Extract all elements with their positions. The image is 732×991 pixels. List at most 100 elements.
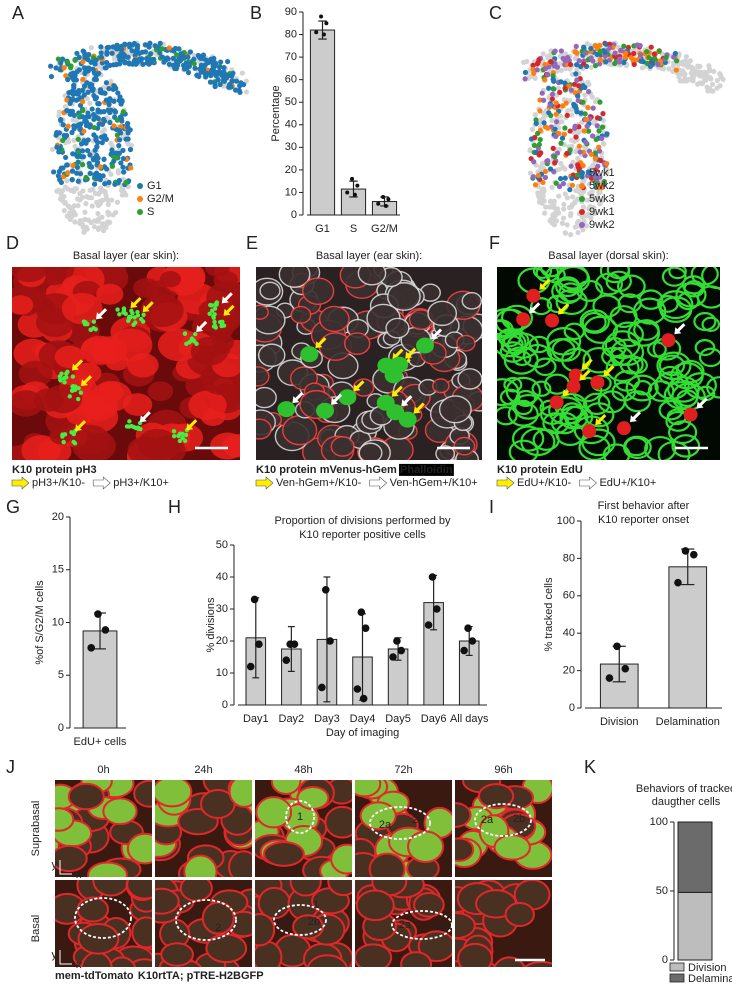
- umap-point: [539, 195, 545, 201]
- umap-point: [68, 65, 74, 71]
- y-tick-label: 30: [216, 603, 228, 615]
- panel-letter: I: [489, 497, 494, 517]
- micrograph: [256, 267, 482, 460]
- cell: [12, 295, 34, 315]
- umap-point: [596, 128, 602, 134]
- umap-point: [567, 187, 573, 193]
- umap-point: [137, 58, 143, 64]
- umap-point: [64, 186, 71, 192]
- data-point: [94, 610, 102, 618]
- umap-point: [531, 142, 538, 149]
- cell: [456, 334, 476, 352]
- umap-point: [554, 150, 561, 156]
- x-axis-label: Day of imaging: [326, 727, 399, 739]
- umap-point: [96, 225, 102, 231]
- umap-point: [703, 77, 709, 83]
- nucleus: [300, 346, 319, 363]
- y-tick-label: 20: [285, 164, 297, 176]
- cell: [357, 267, 387, 286]
- nucleus-dot: [182, 438, 188, 443]
- umap-point: [86, 52, 92, 58]
- umap-point: [82, 209, 88, 215]
- umap-point: [83, 201, 89, 207]
- cell: [147, 381, 174, 402]
- umap-point: [532, 112, 538, 118]
- umap-point: [532, 182, 539, 188]
- y-tick-label: 100: [650, 816, 668, 828]
- nucleus: [398, 411, 417, 428]
- umap-point: [534, 67, 540, 73]
- umap-point: [549, 184, 555, 190]
- umap-point: [126, 127, 132, 133]
- bar-segment: [677, 821, 713, 893]
- legend-marker: [137, 183, 143, 189]
- y-tick-label: 60: [285, 74, 297, 86]
- cell: [523, 960, 552, 967]
- nucleus-dot: [71, 439, 76, 445]
- cell: [256, 418, 272, 440]
- umap-point: [573, 43, 579, 50]
- umap-point: [569, 182, 576, 188]
- cell: [54, 345, 85, 369]
- nucleus-dot: [58, 378, 63, 383]
- umap-point: [562, 230, 569, 236]
- umap-point: [575, 97, 581, 104]
- umap-point: [114, 199, 121, 205]
- stain-label: K10 protein: [256, 464, 317, 476]
- data-point: [321, 32, 326, 37]
- umap-point: [553, 100, 559, 106]
- umap-point: [651, 51, 657, 57]
- umap-point: [577, 149, 583, 155]
- umap-point: [56, 109, 63, 115]
- cell-label: 2a: [481, 814, 494, 826]
- umap-point: [550, 86, 556, 92]
- frame: [55, 780, 152, 877]
- umap-point: [101, 156, 107, 162]
- panel-letter: D: [6, 233, 19, 253]
- umap-point: [111, 123, 117, 129]
- umap-point: [597, 57, 603, 63]
- axis-glyph-label: x: [76, 869, 82, 881]
- legend-label: G2/M: [147, 193, 174, 205]
- umap-point: [568, 163, 574, 169]
- umap-point: [78, 121, 84, 127]
- data-point: [321, 586, 330, 594]
- umap-point: [535, 172, 541, 179]
- nucleus-dot: [210, 308, 215, 313]
- umap-point: [105, 201, 111, 208]
- umap-point: [572, 224, 579, 230]
- umap-point: [90, 111, 97, 118]
- umap-point: [592, 99, 599, 105]
- umap-point: [120, 147, 126, 154]
- umap-point: [185, 69, 192, 76]
- nucleus-dot: [61, 439, 66, 445]
- nucleus-dot: [212, 319, 217, 325]
- umap-point: [106, 101, 112, 108]
- umap-point: [174, 52, 180, 58]
- umap-point: [77, 191, 83, 197]
- umap-point: [81, 138, 87, 144]
- umap-point: [573, 105, 579, 111]
- umap-point: [117, 114, 124, 120]
- nucleus-dot: [123, 311, 128, 317]
- umap-point: [93, 176, 99, 182]
- umap-point: [241, 81, 247, 88]
- y-tick-label: 0: [58, 722, 64, 734]
- y-tick-label: 5: [58, 669, 64, 681]
- umap-point: [588, 151, 594, 157]
- umap-point: [123, 192, 129, 198]
- umap-point: [586, 89, 592, 95]
- umap-point: [688, 76, 694, 82]
- micrograph: [12, 267, 240, 460]
- umap-point: [74, 153, 80, 159]
- y-tick-label: 15: [52, 564, 64, 576]
- umap-point: [680, 68, 686, 75]
- umap-point: [95, 155, 101, 161]
- nucleus: [545, 313, 560, 328]
- umap-point: [545, 71, 551, 78]
- legend-marker: [579, 183, 585, 189]
- umap-point: [581, 128, 588, 134]
- umap-point: [539, 200, 545, 206]
- row-label: Suprabasal: [30, 801, 42, 857]
- umap-point: [89, 203, 95, 209]
